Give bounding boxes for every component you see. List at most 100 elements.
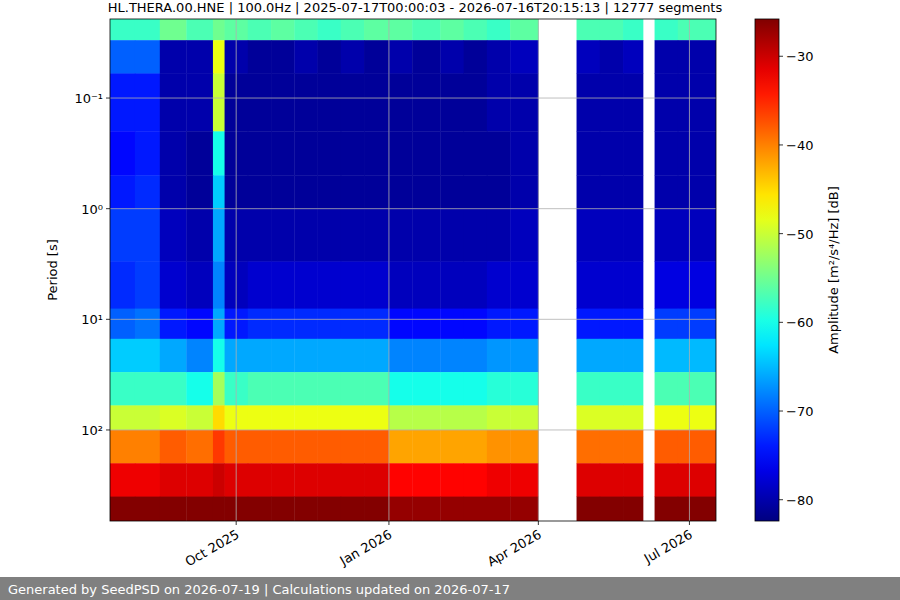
- grid-line: [388, 19, 389, 521]
- cell: [248, 175, 272, 209]
- cell: [655, 175, 679, 209]
- cell: [341, 309, 365, 340]
- cell: [655, 339, 679, 373]
- cell: [412, 261, 441, 309]
- cell: [389, 74, 413, 132]
- cell: [294, 497, 318, 521]
- cell: [160, 372, 187, 406]
- cell: [464, 209, 488, 262]
- cell: [248, 19, 272, 41]
- grid-line: [236, 19, 237, 521]
- cell: [160, 131, 187, 175]
- tick: [388, 521, 389, 525]
- cell: [271, 309, 295, 340]
- cell: [487, 372, 511, 406]
- cell: [213, 131, 225, 175]
- cell: [213, 463, 225, 497]
- cell: [600, 40, 624, 74]
- cell: [510, 463, 539, 497]
- cell: [294, 131, 318, 175]
- cell: [678, 19, 716, 41]
- cell: [213, 405, 225, 430]
- cell: [160, 497, 187, 521]
- cell: [655, 372, 679, 406]
- cell: [464, 40, 488, 74]
- cell: [160, 339, 187, 373]
- tick-label: −30: [786, 49, 813, 64]
- cell: [510, 261, 539, 309]
- cell: [577, 405, 601, 430]
- cell: [160, 463, 187, 497]
- tick: [779, 499, 783, 500]
- cell: [213, 209, 225, 262]
- tick-label: 10¹: [81, 312, 103, 327]
- cell: [577, 463, 601, 497]
- cell: [318, 405, 342, 430]
- heatmap-cells: [110, 19, 716, 521]
- tick: [106, 319, 110, 320]
- cell: [110, 405, 135, 430]
- cell: [341, 497, 365, 521]
- cell: [389, 131, 413, 175]
- cell: [389, 19, 413, 41]
- cell: [487, 74, 511, 132]
- cell: [623, 209, 643, 262]
- cell: [577, 175, 601, 209]
- cell: [678, 372, 716, 406]
- tick-label: Jan 2026: [336, 527, 394, 569]
- cell: [412, 430, 441, 464]
- tick: [779, 233, 783, 234]
- cell: [135, 497, 160, 521]
- tick-label: 10⁻¹: [74, 91, 103, 106]
- cell: [600, 463, 624, 497]
- cell: [186, 463, 213, 497]
- cell: [412, 131, 441, 175]
- tick: [106, 208, 110, 209]
- cell: [271, 372, 295, 406]
- cell: [110, 40, 135, 74]
- cell: [600, 497, 624, 521]
- cell: [110, 463, 135, 497]
- cell: [510, 309, 539, 340]
- cell: [440, 463, 464, 497]
- cell: [389, 40, 413, 74]
- cell: [318, 175, 342, 209]
- cell: [464, 131, 488, 175]
- cell: [600, 405, 624, 430]
- cell: [186, 405, 213, 430]
- cell: [440, 339, 464, 373]
- cell: [623, 497, 643, 521]
- cell: [464, 497, 488, 521]
- cell: [110, 309, 135, 340]
- cell: [600, 175, 624, 209]
- cell: [135, 430, 160, 464]
- axis-title: Period [s]: [45, 239, 60, 301]
- cell: [600, 430, 624, 464]
- cell: [510, 131, 539, 175]
- cell: [600, 74, 624, 132]
- cell: [678, 131, 716, 175]
- cell: [577, 309, 601, 340]
- cell: [294, 405, 318, 430]
- cell: [341, 209, 365, 262]
- cell: [678, 463, 716, 497]
- cell: [412, 175, 441, 209]
- cell: [135, 131, 160, 175]
- cell: [294, 261, 318, 309]
- cell: [318, 339, 342, 373]
- cell: [600, 261, 624, 309]
- cell: [135, 209, 160, 262]
- cell: [294, 463, 318, 497]
- cell: [186, 209, 213, 262]
- cell: [600, 372, 624, 406]
- cell: [487, 19, 511, 41]
- cell: [412, 40, 441, 74]
- cell: [364, 497, 389, 521]
- cell: [389, 463, 413, 497]
- cell: [464, 372, 488, 406]
- tick-label: −60: [786, 315, 813, 330]
- cell: [318, 309, 342, 340]
- cell: [678, 497, 716, 521]
- cell: [110, 131, 135, 175]
- cell: [412, 339, 441, 373]
